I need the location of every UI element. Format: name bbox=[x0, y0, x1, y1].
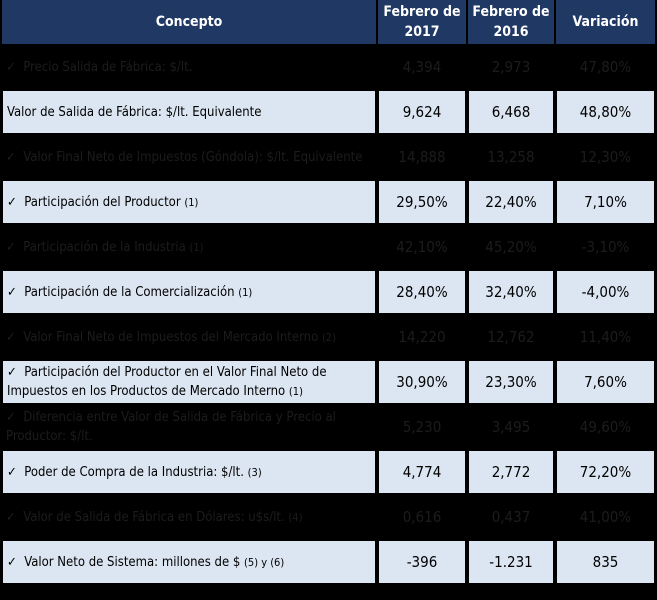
concept-text: Valor Final Neto de Impuestos (Góndola):… bbox=[23, 149, 363, 165]
header-cell: Febrero de 2017 bbox=[378, 0, 466, 44]
value-cell: 7,10% bbox=[556, 180, 655, 224]
note: (1) bbox=[288, 385, 303, 398]
value-cell: 13,258 bbox=[468, 136, 554, 178]
concept-text: Precio Salida de Fábrica: $/lt. bbox=[23, 59, 193, 75]
concept-cell: Participación del Productor (1) bbox=[2, 180, 376, 224]
concept-text: Valor de Salida de Fábrica en Dólares: u… bbox=[23, 509, 285, 525]
value-cell: 5,230 bbox=[378, 406, 466, 448]
concept-text: Participación del Productor bbox=[24, 194, 181, 210]
note: (1) bbox=[184, 195, 199, 209]
value-cell: 41,00% bbox=[556, 496, 655, 538]
value-cell: 4,774 bbox=[378, 450, 466, 494]
concept-cell: Participación de la Industria (1) bbox=[2, 226, 376, 268]
value-cell: 2,772 bbox=[468, 450, 554, 494]
table-row: Valor Final Neto de Impuestos (Góndola):… bbox=[2, 136, 655, 178]
value-cell: -3,10% bbox=[556, 226, 655, 268]
value-cell: 32,40% bbox=[468, 270, 554, 314]
value-cell: 22,40% bbox=[468, 180, 554, 224]
header-row: Concepto Febrero de 2017 Febrero de 2016 Va… bbox=[2, 0, 655, 44]
value-cell: 0,437 bbox=[468, 496, 554, 538]
concept-cell: Participación de la Comercialización (1) bbox=[2, 270, 376, 314]
concept-cell: Valor Neto de Sistema: millones de $ (5)… bbox=[2, 540, 376, 584]
table-row: Valor Neto de Sistema: millones de $ (5)… bbox=[2, 540, 655, 584]
concept-cell: Diferencia entre Valor de Salida de Fábr… bbox=[2, 406, 376, 448]
concept-cell: Poder de Compra de la Industria: $/lt. (… bbox=[2, 450, 376, 494]
note: (1) bbox=[189, 240, 204, 254]
concept-text: Participación de la Industria bbox=[23, 239, 186, 255]
value-cell: 14,888 bbox=[378, 136, 466, 178]
value-cell: 7,60% bbox=[556, 360, 655, 404]
table-row: Participación del Productor (1)29,50%22,… bbox=[2, 180, 655, 224]
concept-text: Valor Final Neto de Impuestos del Mercad… bbox=[23, 329, 319, 345]
value-cell: 6,468 bbox=[468, 90, 554, 134]
concept-cell: Participación del Productor en el Valor … bbox=[2, 360, 376, 404]
concept-cell: Valor Final Neto de Impuestos (Góndola):… bbox=[2, 136, 376, 178]
table-row: Valor de Salida de Fábrica en Dólares: u… bbox=[2, 496, 655, 538]
table-body: Precio Salida de Fábrica: $/lt. 4,3942,97… bbox=[2, 46, 655, 584]
value-cell: 3,495 bbox=[468, 406, 554, 448]
concept-text: Valor de Salida de Fábrica: $/lt. Equiva… bbox=[7, 104, 262, 120]
value-cell: 30,90% bbox=[378, 360, 466, 404]
value-cell: -1.231 bbox=[468, 540, 554, 584]
concept-text: Diferencia entre Valor de Salida de Fábr… bbox=[6, 410, 336, 444]
concept-text: Poder de Compra de la Industria: $/lt. bbox=[24, 464, 244, 480]
table-row: Diferencia entre Valor de Salida de Fábr… bbox=[2, 406, 655, 448]
concept-cell: Valor Final Neto de Impuestos del Mercad… bbox=[2, 316, 376, 358]
header-cell: Concepto bbox=[2, 0, 376, 44]
value-cell: 28,40% bbox=[378, 270, 466, 314]
table-row: Precio Salida de Fábrica: $/lt. 4,3942,97… bbox=[2, 46, 655, 88]
concept-cell: Valor de Salida de Fábrica: $/lt. Equiva… bbox=[2, 90, 376, 134]
value-cell: 29,50% bbox=[378, 180, 466, 224]
table-row: Valor de Salida de Fábrica: $/lt. Equiva… bbox=[2, 90, 655, 134]
value-cell: 72,20% bbox=[556, 450, 655, 494]
header-cell: Variación bbox=[556, 0, 655, 44]
note: (2) bbox=[321, 330, 336, 344]
data-table: Concepto Febrero de 2017 Febrero de 2016 Va… bbox=[0, 0, 657, 586]
note: (3) bbox=[247, 465, 262, 479]
table-row: Participación del Productor en el Valor … bbox=[2, 360, 655, 404]
table-row: Poder de Compra de la Industria: $/lt. (… bbox=[2, 450, 655, 494]
note: (5) y (6) bbox=[244, 555, 285, 569]
value-cell: 47,80% bbox=[556, 46, 655, 88]
value-cell: 49,60% bbox=[556, 406, 655, 448]
note: (4) bbox=[288, 510, 303, 524]
table-row: Participación de la Industria (1)42,10%4… bbox=[2, 226, 655, 268]
value-cell: -396 bbox=[378, 540, 466, 584]
value-cell: 0,616 bbox=[378, 496, 466, 538]
value-cell: 835 bbox=[556, 540, 655, 584]
value-cell: 9,624 bbox=[378, 90, 466, 134]
value-cell: 14,220 bbox=[378, 316, 466, 358]
value-cell: 12,30% bbox=[556, 136, 655, 178]
concept-text: Participación del Productor en el Valor … bbox=[7, 365, 327, 399]
value-cell: 12,762 bbox=[468, 316, 554, 358]
value-cell: 42,10% bbox=[378, 226, 466, 268]
value-cell: 45,20% bbox=[468, 226, 554, 268]
value-cell: -4,00% bbox=[556, 270, 655, 314]
table-row: Participación de la Comercialización (1)… bbox=[2, 270, 655, 314]
value-cell: 11,40% bbox=[556, 316, 655, 358]
concept-cell: Valor de Salida de Fábrica en Dólares: u… bbox=[2, 496, 376, 538]
concept-text: Valor Neto de Sistema: millones de $ bbox=[24, 554, 241, 570]
header-cell: Febrero de 2016 bbox=[468, 0, 554, 44]
concept-text: Participación de la Comercialización bbox=[24, 284, 235, 300]
value-cell: 48,80% bbox=[556, 90, 655, 134]
value-cell: 4,394 bbox=[378, 46, 466, 88]
value-cell: 23,30% bbox=[468, 360, 554, 404]
value-cell: 2,973 bbox=[468, 46, 554, 88]
note: (1) bbox=[238, 285, 253, 299]
table-row: Valor Final Neto de Impuestos del Mercad… bbox=[2, 316, 655, 358]
concept-cell: Precio Salida de Fábrica: $/lt. bbox=[2, 46, 376, 88]
